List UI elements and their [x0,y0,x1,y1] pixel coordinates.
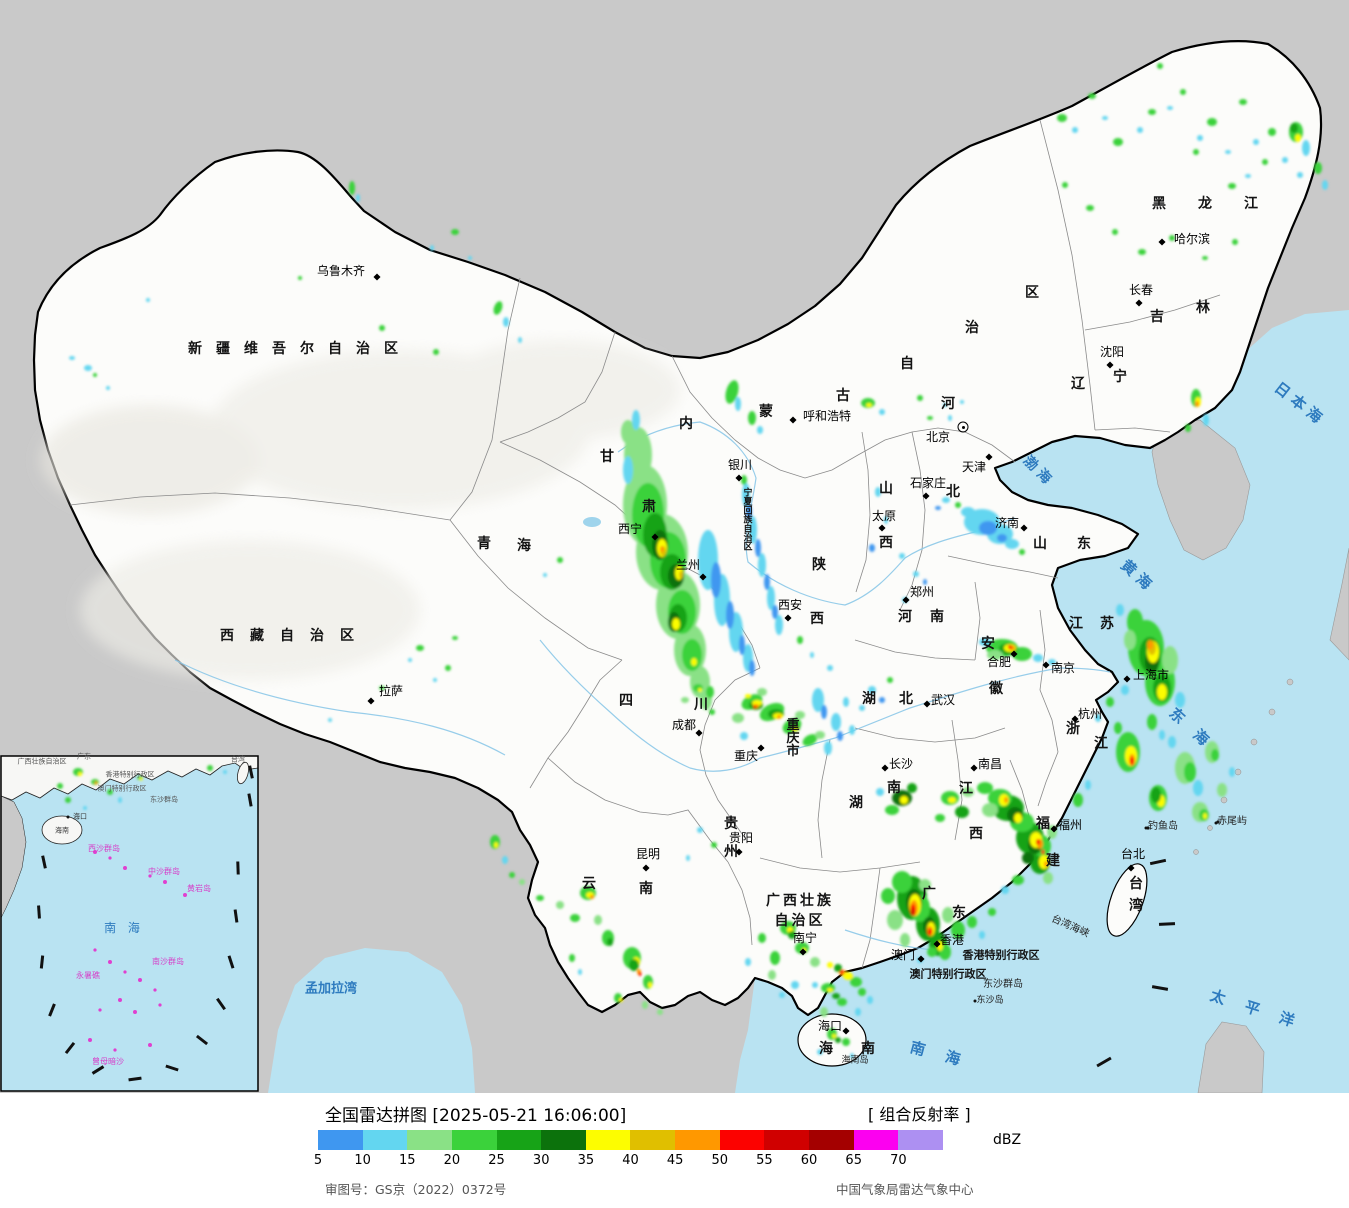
province-borders [69,119,1221,969]
inset-border [0,755,259,1092]
legend-bar: 全国雷达拼图 [2025-05-21 16:06:00] [ 组合反射率 ] 5… [0,1093,1349,1208]
legend-colorbar [318,1130,943,1150]
legend-unit: dBZ [993,1132,1022,1148]
foreign-land-layer [1151,419,1349,1093]
legend-cell-30 [541,1130,586,1150]
radar-echo-layer [69,63,1328,1059]
legend-value: 40 [622,1153,639,1168]
radar-map: 新疆维吾尔自治区 西藏自治区青海甘肃内蒙古自治区黑龙江吉林辽宁河北山西山东河南陕西… [0,0,1349,1093]
legend-scale-numbers: 5 10 15 20 25 30 35 40 45 50 55 60 65 70 [314,1153,943,1169]
islands [797,820,1220,1067]
inset-map [1,756,258,1091]
legend-value: 50 [711,1153,729,1168]
legend-cell-70 [898,1130,943,1150]
legend-value: 60 [800,1153,818,1168]
legend-product-name: [ 组合反射率 ] [868,1105,971,1124]
legend-cell-5 [318,1130,363,1150]
inset-nine-dash-line [37,765,254,1082]
reef-marks [88,850,187,1052]
legend-title: 全国雷达拼图 [2025-05-21 16:06:00] [325,1106,627,1126]
legend-value: 30 [532,1153,550,1168]
terrain-shading [40,340,680,680]
legend-value: 65 [845,1153,862,1168]
china-radar-map-svg [0,0,1349,1093]
legend-value: 35 [577,1153,595,1168]
legend-cell-60 [809,1130,854,1150]
legend-cell-65 [853,1130,899,1150]
footer-approval-number: 审图号：GS京（2022）0372号 [325,1182,507,1197]
rivers [174,421,1111,951]
qinghai-lake [583,517,601,527]
legend-value: 70 [890,1153,907,1168]
legend-cell-25 [496,1130,542,1150]
footer-credit: 中国气象局雷达气象中心 [836,1182,974,1197]
legend-value: 20 [443,1153,461,1168]
legend-cell-15 [407,1130,452,1150]
legend-value: 45 [666,1153,684,1168]
legend-value: 55 [756,1153,773,1168]
legend-value: 25 [488,1153,505,1168]
legend-cell-40 [630,1130,676,1150]
nine-dash-line [1096,858,1176,1068]
legend-cell-35 [585,1130,631,1150]
legend-value: 5 [313,1153,323,1168]
legend-cell-55 [764,1130,810,1150]
legend-cell-20 [451,1130,497,1150]
legend-cell-45 [675,1130,720,1150]
legend-cell-10 [362,1130,408,1150]
legend-cell-50 [719,1130,765,1150]
legend-value: 10 [354,1153,371,1168]
legend-value: 15 [399,1153,416,1168]
